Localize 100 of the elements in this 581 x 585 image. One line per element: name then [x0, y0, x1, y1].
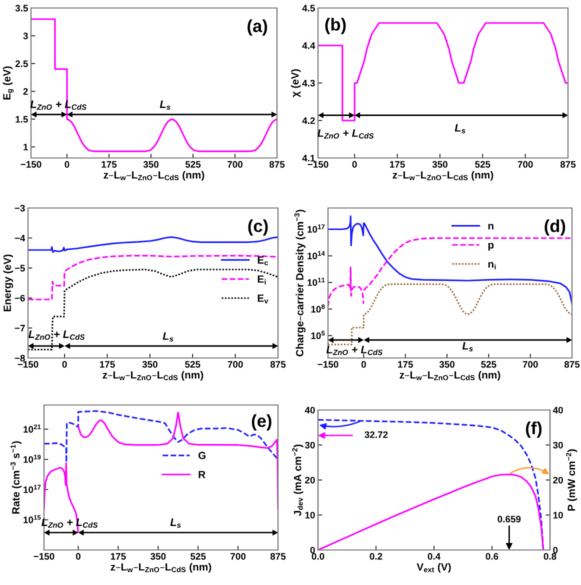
- y-tick-label: −4: [14, 234, 26, 242]
- y-axis-title: Rate (cm$^{−3}$ s$^{−1}$): [10, 441, 22, 514]
- annotation: (c): [248, 219, 268, 236]
- x-tick-label: −150: [308, 161, 328, 168]
- y-tick-label: 3: [23, 32, 28, 40]
- y-axis-title: J$_{dev}$ (mA cm$^{−2}$): [292, 444, 304, 516]
- y-tick-label: 1: [24, 144, 28, 150]
- y-tick-label: 3.5: [15, 4, 28, 12]
- y-tick-label: 30: [304, 442, 315, 449]
- x-tick-label: 875: [564, 361, 580, 368]
- y-axis-title: Energy (eV): [3, 254, 14, 312]
- annotation: (b): [325, 18, 346, 34]
- x-tick-label: 0.4: [428, 553, 441, 560]
- annotation: L$_{ZnO}$ + L$_{CdS}$: [326, 346, 383, 356]
- y-tick-label: 10$^{8}$: [311, 304, 325, 313]
- annotation: L$_{s}$: [170, 518, 181, 528]
- x-tick-label: 0: [361, 361, 366, 368]
- x-tick-label: 175: [390, 161, 405, 168]
- x-tick-label: −150: [34, 553, 54, 560]
- legend-label: R: [198, 470, 206, 478]
- y-axis-title: χ (eV): [290, 69, 301, 98]
- x-tick-label: 175: [102, 161, 117, 168]
- legend-label: G: [198, 452, 206, 460]
- x-tick-label: 175: [398, 361, 413, 368]
- y2-tick-label: 40: [552, 406, 563, 414]
- x-axis-title: z–L$_{w}$–L$_{ZnO}$–L$_{CdS}$ (nm): [104, 170, 204, 181]
- line-series: [318, 474, 544, 550]
- y-axis-title: Charge–carrier Density (cm$^{−3}$): [294, 210, 306, 356]
- x-tick-label: 525: [185, 361, 200, 368]
- x-tick-label: 0: [352, 161, 357, 168]
- legend-label: p: [488, 242, 494, 251]
- x-tick-label: 700: [228, 161, 242, 168]
- x-axis-title: z–L$_{w}$–L$_{ZnO}$–L$_{CdS}$ (nm): [110, 562, 212, 573]
- legend-label: n$_{i}$: [488, 262, 496, 270]
- x-tick-label: 875: [560, 161, 576, 168]
- y2-axis-title: P (mW cm$^{−2}$): [566, 449, 578, 511]
- x-tick-label: 525: [475, 161, 490, 168]
- x-tick-label: 350: [143, 161, 158, 168]
- y-tick-label: 40: [304, 406, 315, 414]
- y-tick-label: 4.2: [302, 117, 315, 124]
- line-series: [44, 410, 278, 464]
- legend-label: n: [488, 224, 494, 230]
- x-tick-label: 525: [481, 361, 496, 368]
- annotation: 32.72: [364, 431, 388, 438]
- y-tick-label: 10$^{21}$: [24, 424, 41, 433]
- x-tick-label: 875: [270, 553, 286, 560]
- annotation: L$_{s}$: [162, 332, 174, 342]
- line-series: [28, 254, 278, 300]
- y-tick-label: −8: [14, 354, 25, 362]
- y-tick-label: 20: [305, 476, 315, 484]
- x-tick-label: 0: [62, 361, 67, 368]
- x-tick-label: 700: [230, 553, 246, 560]
- x-tick-label: 0.8: [544, 553, 556, 560]
- y-tick-label: 10$^{5}$: [311, 330, 325, 340]
- x-tick-label: 0: [76, 553, 80, 560]
- y2-tick-label: 10: [553, 512, 563, 519]
- x-tick-label: −150: [20, 161, 42, 168]
- y2-tick-label: 20: [553, 476, 563, 484]
- y-tick-label: 10$^{17}$: [308, 224, 325, 233]
- x-axis-title: z–L$_{w}$–L$_{ZnO}$–L$_{CdS}$ (nm): [392, 170, 494, 181]
- x-tick-label: 525: [185, 161, 201, 168]
- annotation: 0.659: [498, 516, 521, 522]
- y-tick-label: −6: [14, 294, 25, 302]
- x-tick-label: −150: [18, 361, 38, 368]
- x-tick-label: 700: [228, 361, 243, 368]
- x-tick-label: 350: [150, 553, 166, 560]
- annotation: (f): [526, 422, 542, 438]
- annotation: (e): [252, 414, 272, 430]
- annotation: L$_{s}$: [160, 100, 170, 110]
- x-tick-label: 0.2: [370, 553, 382, 560]
- annotation: L$_{ZnO}$ + L$_{CdS}$: [318, 129, 374, 139]
- y-tick-label: −3: [14, 204, 25, 212]
- y-tick-label: 10$^{14}$: [308, 251, 325, 260]
- line-series: [28, 268, 278, 350]
- x-axis-title: z–L$_{w}$–L$_{ZnO}$–L$_{CdS}$ (nm): [400, 370, 500, 381]
- x-tick-label: 350: [439, 361, 455, 368]
- x-tick-label: 175: [110, 553, 126, 560]
- y-axis-title: E$_{g}$ (eV): [2, 66, 14, 100]
- x-tick-label: 875: [269, 161, 285, 168]
- x-tick-label: 700: [522, 361, 538, 368]
- y-tick-label: 1.5: [16, 116, 28, 123]
- line-series: [328, 215, 572, 305]
- x-tick-label: −150: [318, 361, 338, 368]
- annotation: (d): [544, 219, 566, 236]
- y-tick-label: 10$^{15}$: [24, 515, 41, 524]
- y-tick-label: 10$^{19}$: [24, 454, 41, 463]
- x-tick-label: 0.0: [312, 553, 324, 560]
- x-axis-title: V$_{ext}$ (V): [416, 562, 451, 573]
- x-axis-title: z–L$_{w}$–L$_{ZnO}$–L$_{CdS}$ (nm): [102, 370, 204, 381]
- y2-tick-label: 0: [553, 546, 558, 554]
- y-tick-label: 10$^{11}$: [308, 278, 325, 286]
- annotation: L$_{ZnO}$ + L$_{CdS}$: [28, 330, 85, 340]
- line-series: [28, 236, 278, 253]
- x-tick-label: 350: [432, 161, 448, 168]
- x-tick-label: 0: [64, 161, 70, 168]
- y-tick-label: 2: [23, 88, 28, 95]
- y-tick-label: −7: [14, 324, 25, 332]
- x-tick-label: 875: [270, 361, 286, 368]
- y-tick-label: −5: [14, 264, 25, 272]
- x-tick-label: 175: [100, 361, 115, 368]
